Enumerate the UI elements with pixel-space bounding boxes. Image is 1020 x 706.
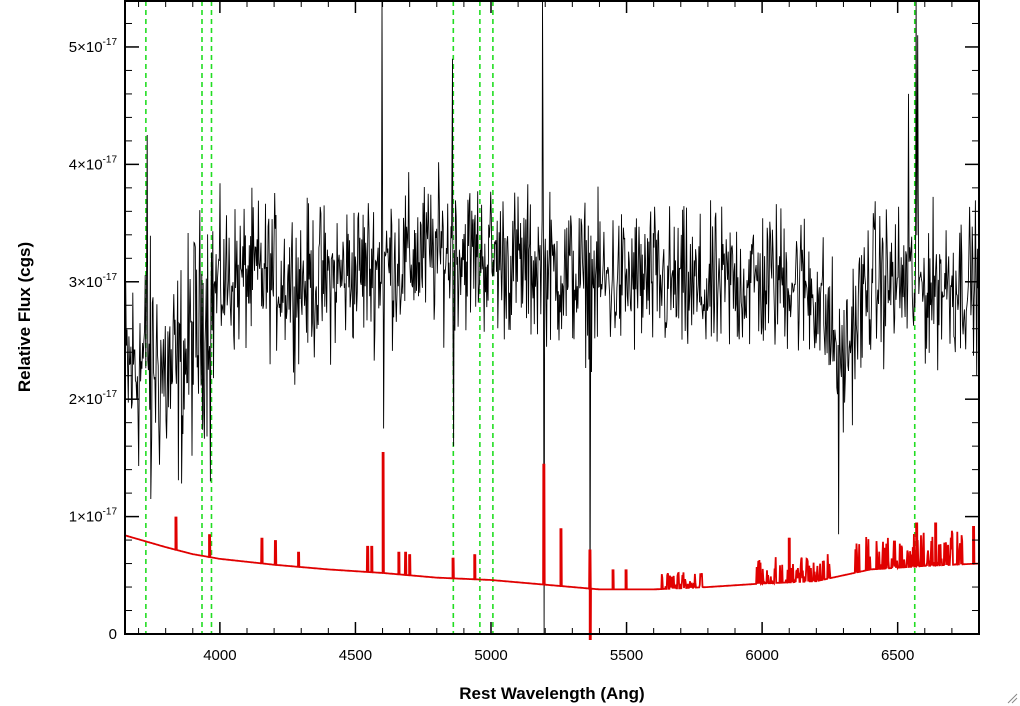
- x-tick-label: 5500: [610, 647, 643, 664]
- x-tick-label: 5000: [474, 647, 507, 664]
- x-tick-label: 6500: [881, 647, 914, 664]
- resize-grip-icon[interactable]: [1006, 692, 1018, 704]
- y-tick-label: 2×10-17: [69, 389, 118, 408]
- y-axis-title: Relative Flux (cgs): [15, 242, 34, 392]
- observed-spectrum: [124, 0, 980, 635]
- series-line-observed: [124, 0, 980, 635]
- y-tick-label: 0: [109, 626, 117, 643]
- error-spectrum: [124, 451, 979, 641]
- x-axis-title: Rest Wavelength (Ang): [459, 684, 644, 703]
- x-axis-ticks: 4000 4500 5000 5500 6000 6500: [138, 1, 980, 664]
- y-tick-label: 1×10-17: [69, 507, 118, 526]
- plot-frame: [124, 0, 980, 635]
- x-tick-label: 4000: [203, 647, 236, 664]
- y-tick-label: 4×10-17: [69, 154, 118, 173]
- x-tick-label: 6000: [745, 647, 778, 664]
- x-tick-label: 4500: [339, 647, 372, 664]
- series-line-error: [124, 451, 979, 641]
- y-tick-label: 5×10-17: [69, 37, 118, 56]
- y-axis-ticks: 0 1×10-17 2×10-17 3×10-17 4×10-17 5×10-17: [69, 22, 979, 643]
- y-tick-label: 3×10-17: [69, 272, 118, 291]
